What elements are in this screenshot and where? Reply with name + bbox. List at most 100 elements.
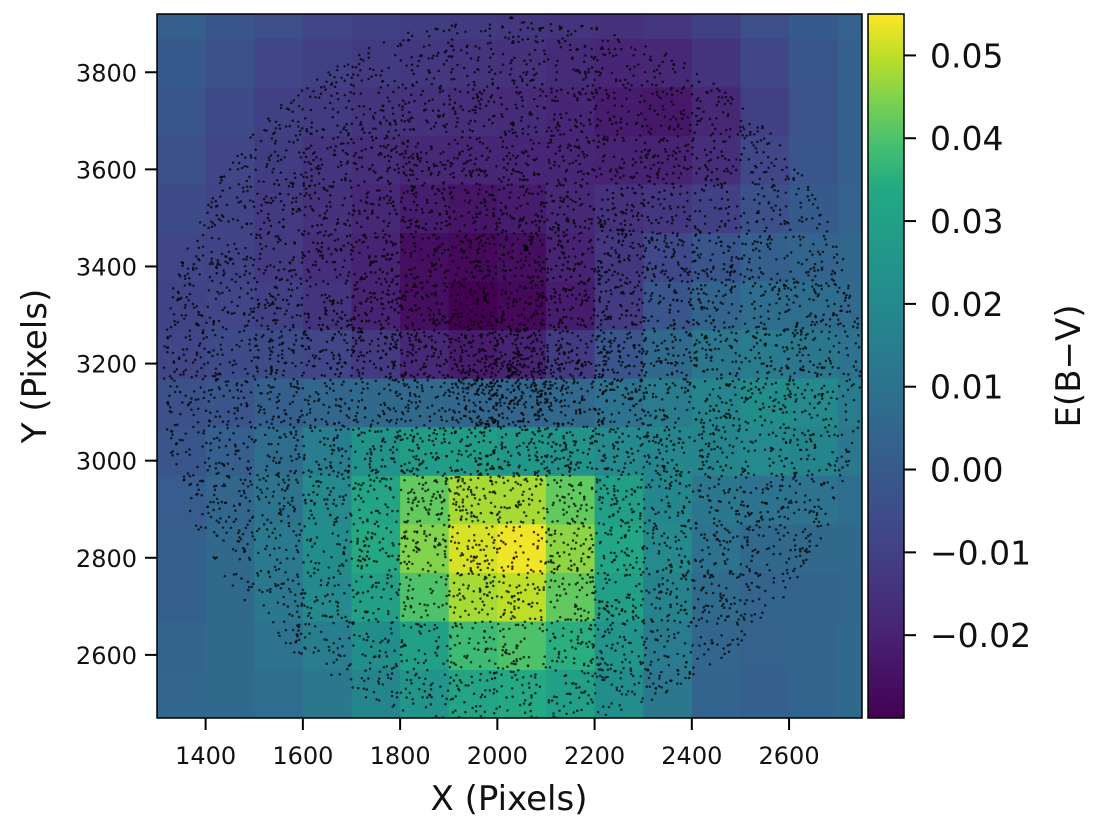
scatter-point (552, 134, 555, 137)
scatter-point (545, 628, 549, 632)
heatmap-cell (740, 232, 790, 282)
scatter-point (827, 462, 831, 466)
scatter-point (493, 505, 497, 508)
scatter-point (536, 312, 539, 316)
scatter-point (781, 484, 784, 488)
scatter-point (484, 294, 488, 297)
scatter-point (348, 583, 351, 587)
scatter-point (616, 371, 619, 375)
scatter-point (400, 639, 404, 642)
scatter-point (757, 519, 761, 523)
scatter-point (588, 240, 591, 244)
scatter-point (392, 292, 396, 296)
scatter-point (541, 90, 545, 93)
scatter-point (700, 187, 704, 191)
scatter-point (540, 616, 543, 619)
scatter-point (314, 95, 317, 99)
scatter-point (470, 171, 473, 175)
scatter-point (695, 358, 699, 362)
scatter-point (372, 203, 375, 206)
scatter-point (794, 400, 797, 403)
scatter-point (478, 384, 482, 388)
scatter-point (430, 147, 433, 151)
scatter-point (495, 222, 499, 225)
scatter-point (527, 682, 531, 685)
scatter-point (505, 696, 508, 699)
scatter-point (696, 106, 699, 110)
scatter-point (188, 509, 192, 513)
scatter-point (768, 525, 771, 529)
scatter-point (424, 677, 427, 680)
scatter-point (262, 221, 266, 224)
scatter-point (637, 218, 640, 222)
scatter-point (279, 533, 282, 537)
scatter-point (429, 683, 433, 687)
scatter-point (646, 124, 649, 128)
scatter-point (740, 152, 743, 156)
scatter-point (845, 379, 849, 383)
scatter-point (226, 462, 230, 465)
scatter-point (414, 230, 418, 234)
heatmap-cell (691, 378, 742, 428)
scatter-point (793, 418, 797, 421)
scatter-point (759, 285, 763, 288)
scatter-point (375, 698, 378, 701)
scatter-point (566, 146, 569, 149)
scatter-point (239, 200, 243, 203)
scatter-point (578, 293, 581, 296)
scatter-point (397, 380, 400, 384)
scatter-point (698, 298, 701, 302)
heatmap-cell (448, 281, 498, 331)
scatter-point (463, 700, 466, 704)
scatter-point (727, 412, 730, 416)
scatter-point (485, 679, 489, 682)
scatter-point (451, 625, 454, 629)
scatter-point (542, 368, 546, 372)
scatter-point (621, 232, 624, 236)
scatter-point (577, 483, 581, 486)
scatter-point (182, 353, 186, 356)
scatter-point (357, 559, 360, 562)
scatter-point (596, 420, 600, 424)
scatter-point (512, 304, 515, 307)
scatter-point (496, 425, 500, 428)
scatter-point (421, 211, 425, 214)
scatter-point (675, 291, 678, 295)
scatter-point (503, 611, 506, 615)
scatter-point (720, 634, 723, 637)
scatter-point (656, 232, 659, 236)
scatter-point (608, 631, 611, 634)
scatter-point (610, 628, 614, 631)
scatter-point (342, 380, 345, 384)
scatter-point (709, 198, 712, 202)
scatter-point (602, 355, 606, 358)
scatter-point (287, 514, 290, 518)
scatter-point (321, 256, 325, 260)
scatter-point (563, 256, 567, 259)
scatter-point (505, 212, 509, 216)
scatter-point (313, 625, 317, 628)
scatter-point (575, 709, 579, 712)
scatter-point (313, 426, 317, 429)
scatter-point (708, 409, 712, 412)
scatter-point (757, 387, 761, 391)
scatter-point (466, 558, 469, 561)
scatter-point (251, 133, 255, 137)
scatter-point (377, 581, 380, 585)
scatter-point (785, 166, 788, 169)
scatter-point (680, 470, 683, 474)
scatter-point (652, 528, 655, 532)
scatter-point (561, 200, 565, 203)
scatter-point (291, 185, 294, 188)
scatter-point (443, 550, 447, 553)
scatter-point (274, 235, 277, 238)
scatter-point (584, 76, 588, 79)
scatter-point (627, 110, 630, 113)
scatter-point (434, 570, 437, 574)
scatter-point (631, 214, 635, 218)
scatter-point (466, 654, 469, 658)
scatter-point (589, 111, 592, 114)
scatter-point (356, 73, 360, 77)
scatter-point (342, 127, 345, 131)
scatter-point (763, 229, 767, 233)
